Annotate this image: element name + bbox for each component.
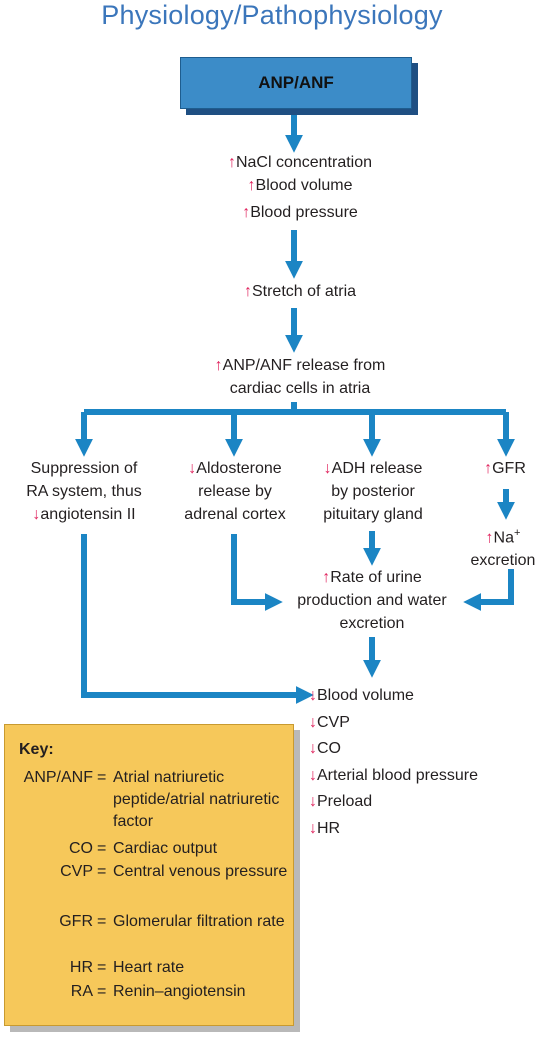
urine-line2: production and water xyxy=(297,592,447,609)
branch-adh: ↓ADH release by posterior pituitary glan… xyxy=(298,457,448,526)
outcome-blood-volume: Blood volume xyxy=(317,687,414,704)
branch-gfr: ↑GFR xyxy=(466,457,544,480)
key-definition: Renin–angiotensin xyxy=(113,983,246,1000)
step1-blood-volume: Blood volume xyxy=(255,177,353,194)
step1-blood-pressure: Blood pressure xyxy=(250,204,358,221)
increase-arrow-icon: ↑ xyxy=(485,529,494,547)
branch-ra: Suppression of RA system, thus ↓angioten… xyxy=(4,457,164,526)
outcomes-list: ↓Blood volume ↓CVP ↓CO ↓Arterial blood p… xyxy=(309,683,478,842)
key-equals: = xyxy=(97,913,107,930)
outcome-cvp: CVP xyxy=(317,713,350,731)
increase-arrow-icon: ↑ xyxy=(247,177,256,194)
decrease-arrow-icon: ↓ xyxy=(323,460,332,477)
increase-arrow-icon: ↑ xyxy=(242,204,251,221)
na-excretion: ↑Na+ excretion xyxy=(462,522,544,572)
aldosterone-line1: Aldosterone xyxy=(196,460,282,477)
arrow-aldosterone-to-urine xyxy=(231,534,283,611)
step1-text: ↑NaCl concentration ↑Blood volume ↑Blood… xyxy=(150,151,450,224)
na-label: Na xyxy=(493,529,514,547)
step3-line1: ANP/ANF release from xyxy=(222,357,386,374)
decrease-arrow-icon: ↓ xyxy=(309,740,317,757)
increase-arrow-icon: ↑ xyxy=(322,569,331,586)
aldosterone-line3: adrenal cortex xyxy=(184,506,286,523)
key-equals: = xyxy=(97,840,107,857)
step2-stretch: Stretch of atria xyxy=(251,283,357,300)
step2-text: ↑Stretch of atria xyxy=(150,280,450,303)
key-definition: Atrial natriuretic peptide/atrial natriu… xyxy=(113,769,280,830)
decrease-arrow-icon: ↓ xyxy=(309,687,317,704)
adh-line3: pituitary gland xyxy=(323,506,423,523)
key-box: Key: ANP/ANF = Atrial natriuretic peptid… xyxy=(4,724,294,1026)
outcome-co: CO xyxy=(317,740,341,757)
key-abbr: GFR xyxy=(59,913,93,930)
increase-arrow-icon: ↑ xyxy=(214,357,223,374)
branch-aldosterone: ↓Aldosterone release by adrenal cortex xyxy=(160,457,310,526)
adh-line2: by posterior xyxy=(331,483,415,500)
key-equals: = xyxy=(97,959,107,976)
aldosterone-line2: release by xyxy=(198,483,272,500)
key-definition: Central venous pressure xyxy=(113,863,288,880)
key-definition: Heart rate xyxy=(113,959,185,976)
decrease-arrow-icon: ↓ xyxy=(309,766,317,784)
na-excretion-label: excretion xyxy=(470,552,536,570)
key-definition: Glomerular filtration rate xyxy=(113,913,285,930)
step3-text: ↑ANP/ANF release from cardiac cells in a… xyxy=(150,354,450,400)
anp-anf-header-box: ANP/ANF xyxy=(180,57,412,109)
decrease-arrow-icon: ↓ xyxy=(32,506,41,523)
decrease-arrow-icon: ↓ xyxy=(309,713,317,731)
outcome-hr: HR xyxy=(317,819,341,837)
key-equals: = xyxy=(97,983,107,1000)
outcome-preload: Preload xyxy=(317,793,373,810)
na-charge: + xyxy=(514,527,521,539)
ra-line2: RA system, thus xyxy=(26,483,142,500)
key-abbr: CO xyxy=(69,840,93,857)
decrease-arrow-icon: ↓ xyxy=(309,819,317,837)
ra-line1: Suppression of xyxy=(30,460,138,477)
header-label: ANP/ANF xyxy=(258,73,334,92)
urine-line1: Rate of urine xyxy=(330,569,422,586)
outcome-arterial-bp: Arterial blood pressure xyxy=(317,766,478,784)
key-equals: = xyxy=(97,863,107,880)
adh-line1: ADH release xyxy=(331,460,423,477)
urine-line3: excretion xyxy=(339,615,405,632)
increase-arrow-icon: ↑ xyxy=(484,460,493,477)
decrease-arrow-icon: ↓ xyxy=(309,793,317,810)
key-definition: Cardiac output xyxy=(113,840,218,857)
key-title: Key: xyxy=(19,741,54,758)
urine-production: ↑Rate of urine production and water excr… xyxy=(272,566,472,635)
key-abbr: ANP/ANF xyxy=(23,769,93,786)
step3-line2: cardiac cells in atria xyxy=(229,380,371,397)
increase-arrow-icon: ↑ xyxy=(243,283,252,300)
key-equals: = xyxy=(97,769,107,786)
step1-nacl: NaCl concentration xyxy=(235,154,373,171)
page-title: Physiology/Pathophysiology xyxy=(101,0,443,30)
increase-arrow-icon: ↑ xyxy=(227,154,236,171)
key-abbr: CVP xyxy=(60,863,93,880)
key-abbr: RA xyxy=(70,983,93,1000)
arrow-ra-to-outcomes xyxy=(81,534,314,704)
ra-line3: angiotensin II xyxy=(40,506,136,523)
key-abbr: HR xyxy=(69,959,93,976)
decrease-arrow-icon: ↓ xyxy=(188,460,197,477)
arrow-na-to-urine xyxy=(463,569,514,611)
gfr-label: GFR xyxy=(492,460,526,477)
